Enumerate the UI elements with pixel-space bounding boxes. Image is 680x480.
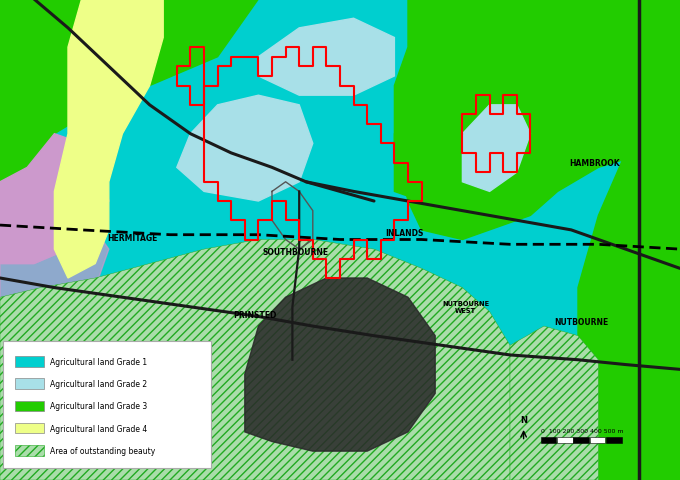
Bar <box>590 437 605 443</box>
Text: HERMITAGE: HERMITAGE <box>107 233 158 242</box>
Bar <box>15 356 44 367</box>
Text: N: N <box>520 415 527 424</box>
Text: Area of outstanding beauty: Area of outstanding beauty <box>50 446 156 455</box>
Polygon shape <box>0 240 510 480</box>
Polygon shape <box>394 106 462 202</box>
Text: Agricultural land Grade 1: Agricultural land Grade 1 <box>50 357 148 366</box>
Polygon shape <box>0 134 109 264</box>
Bar <box>541 437 556 443</box>
Polygon shape <box>0 0 258 182</box>
Bar <box>557 437 573 443</box>
Bar <box>15 423 44 433</box>
Polygon shape <box>54 0 163 278</box>
Polygon shape <box>245 278 435 451</box>
Bar <box>15 401 44 411</box>
Polygon shape <box>578 134 680 480</box>
Bar <box>573 437 589 443</box>
FancyBboxPatch shape <box>3 341 211 468</box>
Text: NUTBOURNE
WEST: NUTBOURNE WEST <box>442 300 490 314</box>
Bar <box>15 445 44 456</box>
Polygon shape <box>510 326 598 480</box>
Polygon shape <box>258 19 394 96</box>
Text: PRINSTED: PRINSTED <box>233 310 277 319</box>
Text: 0  100 200 300 400 500 m: 0 100 200 300 400 500 m <box>541 429 623 433</box>
Text: Agricultural land Grade 4: Agricultural land Grade 4 <box>50 424 148 433</box>
Text: SOUTHBOURNE: SOUTHBOURNE <box>262 248 329 256</box>
Bar <box>15 378 44 389</box>
Text: HAMBROOK: HAMBROOK <box>570 159 620 168</box>
Polygon shape <box>0 230 109 360</box>
Text: NUTBOURNE: NUTBOURNE <box>554 317 609 326</box>
Text: INLANDS: INLANDS <box>386 228 424 237</box>
Text: Agricultural land Grade 3: Agricultural land Grade 3 <box>50 401 148 410</box>
Text: Agricultural land Grade 2: Agricultural land Grade 2 <box>50 379 148 388</box>
Polygon shape <box>462 106 530 192</box>
Bar <box>606 437 622 443</box>
Polygon shape <box>177 96 313 202</box>
Polygon shape <box>394 0 680 240</box>
